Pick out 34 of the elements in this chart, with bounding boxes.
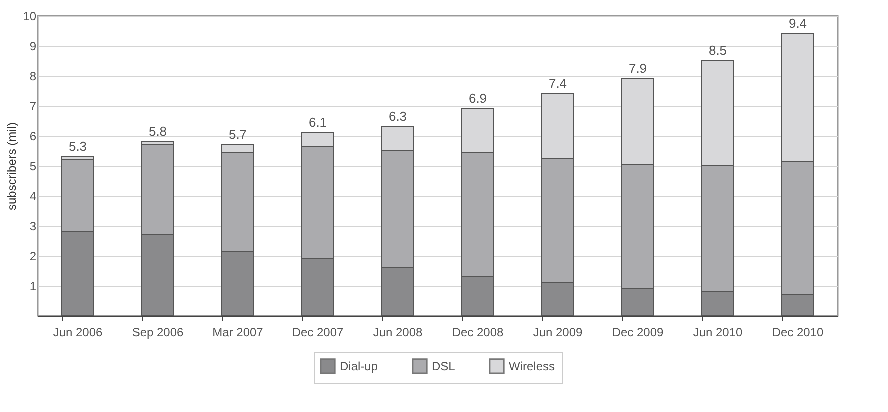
total-label: 6.9: [468, 91, 488, 106]
y-tick-label: 7: [30, 100, 37, 114]
y-tick-label: 6: [30, 130, 37, 144]
total-label: 5.7: [228, 127, 248, 142]
total-label: 6.3: [388, 109, 408, 124]
y-tick-label: 2: [30, 250, 37, 264]
total-label: 7.4: [548, 76, 568, 91]
legend-label: Dial-up: [340, 359, 378, 374]
y-tick-label: 9: [30, 40, 37, 54]
y-axis-title: subscribers (mil): [5, 122, 20, 211]
x-tick-label: Sep 2006: [132, 326, 184, 340]
x-tick-label: Jun 2010: [693, 326, 744, 340]
x-tick-label: Dec 2009: [612, 326, 664, 340]
legend-label: Wireless: [509, 359, 556, 374]
x-tick-label: Jun 2006: [53, 326, 104, 340]
total-label: 9.4: [788, 16, 808, 31]
y-tick-label: 1: [30, 280, 37, 294]
total-label: 5.8: [148, 124, 168, 139]
x-tick-label: Mar 2007: [212, 326, 264, 340]
y-tick-label: 4: [30, 190, 37, 204]
x-tick-label: Dec 2010: [772, 326, 824, 340]
x-tick-label: Jun 2008: [373, 326, 424, 340]
y-tick-label: 3: [30, 220, 37, 234]
y-tick-label: 5: [30, 160, 37, 174]
legend-label: DSL: [432, 359, 456, 374]
total-label: 8.5: [708, 43, 728, 58]
y-tick-label: 10: [23, 10, 37, 24]
x-tick-label: Dec 2007: [292, 326, 344, 340]
total-label: 5.3: [68, 139, 88, 154]
x-tick-label: Dec 2008: [452, 326, 504, 340]
total-label: 6.1: [308, 115, 328, 130]
total-label: 7.9: [628, 61, 648, 76]
x-tick-label: Jun 2009: [533, 326, 584, 340]
y-tick-label: 8: [30, 70, 37, 84]
